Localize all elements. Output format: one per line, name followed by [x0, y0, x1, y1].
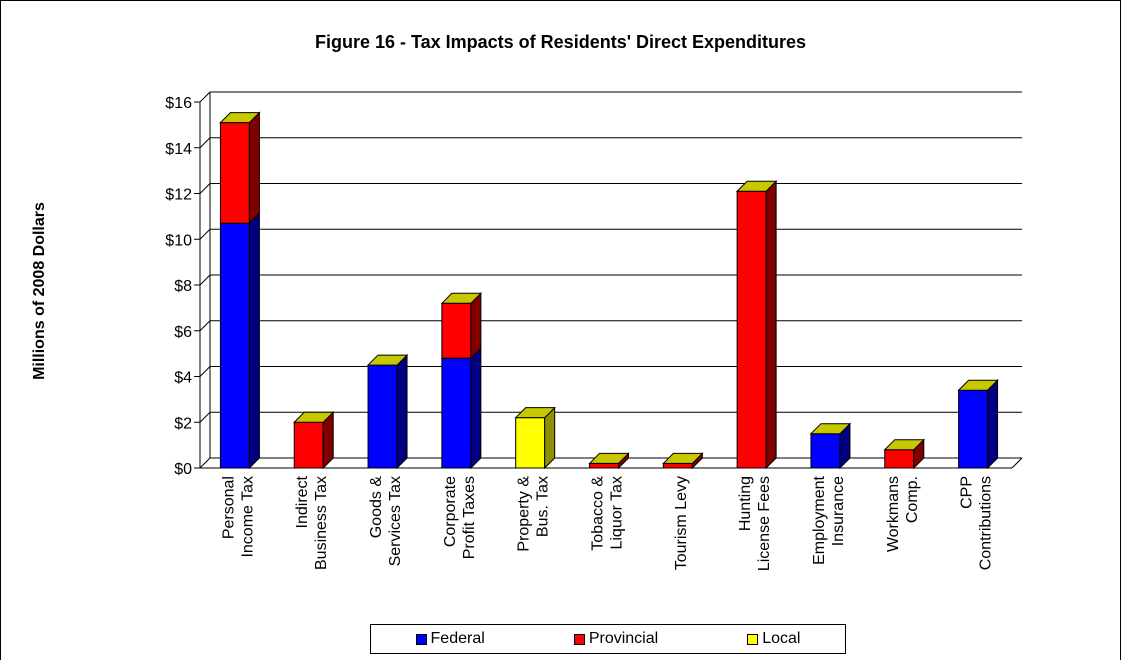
- y-tick-label: $6: [174, 324, 192, 341]
- y-tick-label: $2: [174, 415, 192, 432]
- bar-top: [588, 452, 630, 464]
- bar-top: [440, 292, 483, 304]
- y-tick-label: $10: [165, 232, 192, 249]
- y-tick-label: $14: [165, 141, 192, 158]
- bar-side: [470, 346, 482, 470]
- bar-federal: [958, 389, 989, 469]
- category-label: Tobacco & Liquor Tax: [590, 476, 626, 551]
- gridline-slant: [199, 274, 211, 286]
- bar-side: [248, 212, 260, 470]
- category-label-line: Tobacco &: [590, 476, 607, 551]
- bar-chart: $0 $2 $4 $6 $8 $10 $12 $14 $16 Personal Income Tax…: [165, 91, 1023, 571]
- category-label-line: Corporate: [442, 476, 459, 547]
- category-label-line: Goods &: [368, 476, 385, 539]
- chart-title: Figure 16 - Tax Impacts of Residents' Di…: [314, 32, 807, 52]
- y-tick-label: $0: [174, 461, 192, 478]
- category-label: Employment Insurance: [811, 475, 847, 564]
- bar-side: [396, 353, 408, 470]
- category-label-line: Indirect: [294, 475, 311, 528]
- category-label-line: Business Tax: [313, 476, 330, 570]
- y-tick-label: $8: [174, 278, 192, 295]
- bar-top: [957, 379, 999, 391]
- bar-provincial: [219, 122, 250, 224]
- category-label: Personal Income Tax: [220, 476, 256, 558]
- bar-local: [515, 417, 546, 469]
- category-label-line: Employment: [811, 475, 828, 564]
- bar-top: [293, 411, 335, 423]
- category-label: Tourism Levy: [673, 476, 690, 570]
- legend: Federal Provincial Local: [370, 624, 846, 654]
- legend-item-federal: Federal: [415, 630, 485, 648]
- legend-label: Local: [762, 630, 801, 647]
- legend-item-provincial: Provincial: [573, 630, 659, 648]
- category-label-line: Workmans: [885, 476, 902, 552]
- bar-top: [883, 439, 925, 451]
- bar-side: [470, 292, 482, 360]
- category-label: Indirect Business Tax: [294, 475, 330, 570]
- gridline-slant: [199, 228, 211, 240]
- category-label-line: Services Tax: [387, 476, 404, 566]
- y-tick-label: $12: [165, 187, 192, 204]
- gridline-slant: [199, 320, 211, 332]
- category-label-line: CPP: [959, 476, 976, 509]
- category-label-line: Property &: [516, 476, 533, 552]
- y-tick-label: $4: [174, 370, 192, 387]
- bar-federal: [219, 222, 250, 469]
- category-label-line: Bus. Tax: [535, 476, 552, 537]
- legend-swatch: [747, 633, 759, 645]
- bar-top: [809, 423, 852, 435]
- legend-swatch: [573, 633, 585, 645]
- gridline-slant: [199, 411, 211, 423]
- legend-swatch: [415, 633, 427, 645]
- category-label-line: Personal: [220, 476, 237, 539]
- category-label-line: Profit Taxes: [461, 476, 478, 559]
- bar-top: [735, 180, 778, 192]
- bar-top: [514, 407, 556, 419]
- gridline-slant: [199, 183, 211, 194]
- legend-label: Federal: [430, 630, 485, 647]
- gridline-slant: [199, 366, 211, 377]
- bar-provincial: [589, 462, 619, 469]
- bar-provincial: [441, 302, 472, 359]
- y-tick-label: $16: [165, 95, 192, 112]
- bar-provincial: [736, 190, 767, 469]
- category-label-line: Insurance: [830, 476, 847, 546]
- category-label: Goods & Services Tax: [368, 476, 404, 567]
- legend-item-local: Local: [747, 630, 800, 648]
- floor-edge: [1011, 457, 1023, 469]
- gridline-slant: [199, 91, 211, 103]
- category-label-line: Hunting: [737, 476, 754, 531]
- legend-label: Provincial: [588, 630, 659, 647]
- bar-side: [248, 111, 260, 225]
- bar-top: [366, 354, 409, 366]
- category-label-line: Contributions: [978, 476, 995, 570]
- category-label: CPP Contributions: [959, 476, 995, 570]
- category-label: Property & Bus. Tax: [516, 476, 552, 552]
- gridline-slant: [199, 457, 211, 469]
- bar-federal: [441, 357, 472, 469]
- bar-top: [219, 112, 261, 124]
- bar-federal: [367, 364, 398, 469]
- category-label: Workmans Comp.: [885, 476, 921, 552]
- category-label: Hunting License Fees: [737, 476, 773, 571]
- bar-federal: [810, 433, 841, 469]
- bar-provincial: [293, 421, 324, 469]
- category-label-line: Liquor Tax: [609, 476, 626, 550]
- bar-top: [662, 452, 704, 464]
- bar-side: [987, 379, 999, 470]
- category-label-line: Tourism Levy: [673, 476, 690, 570]
- category-label-line: Comp.: [904, 476, 921, 523]
- gridline-slant: [199, 137, 211, 149]
- category-label-line: License Fees: [756, 476, 773, 571]
- bar-provincial: [884, 449, 915, 469]
- category-label-line: Income Tax: [239, 476, 256, 558]
- bar-side: [765, 180, 777, 470]
- category-label: Corporate Profit Taxes: [442, 476, 478, 559]
- bar-provincial: [662, 462, 693, 469]
